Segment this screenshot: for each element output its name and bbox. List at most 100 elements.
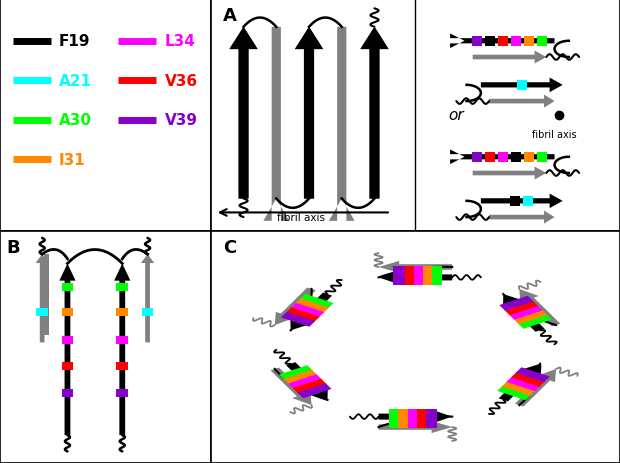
Polygon shape	[141, 255, 154, 343]
Polygon shape	[430, 267, 441, 285]
Polygon shape	[264, 28, 289, 221]
Polygon shape	[503, 294, 545, 332]
Polygon shape	[516, 368, 550, 382]
Bar	[485, 37, 495, 46]
Polygon shape	[507, 376, 541, 391]
Polygon shape	[60, 264, 76, 435]
Polygon shape	[417, 409, 428, 428]
Bar	[61, 308, 73, 317]
Polygon shape	[508, 305, 542, 320]
Polygon shape	[399, 409, 410, 428]
Bar	[117, 390, 128, 397]
Bar	[142, 308, 153, 317]
Bar	[61, 362, 73, 369]
Polygon shape	[407, 409, 419, 428]
Bar	[61, 336, 73, 344]
Bar	[117, 283, 128, 291]
Bar	[472, 37, 482, 46]
Bar	[498, 37, 508, 46]
Polygon shape	[421, 267, 432, 285]
Polygon shape	[290, 303, 324, 318]
Polygon shape	[472, 51, 546, 64]
Bar	[472, 153, 482, 163]
Bar	[511, 153, 521, 163]
Polygon shape	[360, 28, 389, 199]
Polygon shape	[288, 375, 322, 389]
Polygon shape	[472, 167, 546, 180]
Polygon shape	[379, 261, 452, 273]
Polygon shape	[294, 28, 324, 199]
Polygon shape	[499, 296, 533, 311]
Bar	[523, 197, 533, 206]
Polygon shape	[231, 28, 257, 199]
Polygon shape	[275, 288, 316, 325]
Polygon shape	[329, 28, 355, 221]
Polygon shape	[519, 289, 560, 327]
Polygon shape	[402, 267, 414, 285]
Text: I31: I31	[59, 152, 86, 167]
Polygon shape	[450, 34, 554, 49]
Polygon shape	[290, 293, 332, 331]
Text: or: or	[448, 108, 464, 123]
Polygon shape	[412, 267, 423, 285]
Polygon shape	[296, 28, 322, 199]
Bar	[61, 283, 73, 291]
Text: fibril axis: fibril axis	[277, 212, 325, 222]
Bar	[525, 37, 534, 46]
Text: B: B	[6, 238, 20, 257]
Polygon shape	[229, 28, 258, 199]
Polygon shape	[515, 369, 556, 407]
Polygon shape	[450, 150, 554, 165]
Polygon shape	[389, 409, 401, 428]
Polygon shape	[379, 410, 452, 424]
Polygon shape	[379, 421, 452, 433]
Bar	[117, 336, 128, 344]
Polygon shape	[114, 264, 130, 435]
Text: A: A	[223, 7, 237, 25]
Polygon shape	[35, 255, 49, 343]
Polygon shape	[498, 364, 541, 401]
Polygon shape	[293, 379, 327, 394]
Polygon shape	[518, 314, 552, 329]
Polygon shape	[298, 383, 332, 398]
Bar	[61, 390, 73, 397]
Bar	[117, 308, 128, 317]
Polygon shape	[497, 386, 531, 400]
Polygon shape	[283, 370, 317, 385]
Polygon shape	[511, 372, 545, 387]
Text: A30: A30	[59, 113, 92, 128]
Bar	[517, 81, 527, 90]
Polygon shape	[481, 194, 563, 209]
Bar	[525, 153, 534, 163]
Polygon shape	[286, 308, 320, 323]
Bar	[538, 153, 547, 163]
Text: L34: L34	[164, 34, 195, 49]
Text: fibril axis: fibril axis	[532, 130, 577, 140]
Polygon shape	[286, 363, 328, 400]
Polygon shape	[504, 300, 538, 315]
Polygon shape	[40, 255, 53, 336]
Text: F19: F19	[59, 34, 91, 49]
Polygon shape	[361, 28, 388, 199]
Polygon shape	[489, 211, 554, 224]
Polygon shape	[379, 271, 452, 285]
Bar	[117, 362, 128, 369]
Polygon shape	[279, 365, 313, 380]
Bar	[511, 37, 521, 46]
Polygon shape	[513, 310, 547, 325]
Polygon shape	[481, 78, 563, 93]
Text: V36: V36	[164, 74, 198, 88]
Text: V39: V39	[164, 113, 197, 128]
Polygon shape	[426, 409, 438, 428]
Polygon shape	[393, 267, 405, 285]
Bar	[538, 37, 547, 46]
Bar	[510, 197, 520, 206]
Text: C: C	[223, 238, 236, 257]
Polygon shape	[299, 294, 334, 309]
Polygon shape	[489, 95, 554, 108]
Polygon shape	[281, 312, 315, 327]
Polygon shape	[502, 381, 536, 396]
Text: A21: A21	[59, 74, 92, 88]
Bar	[498, 153, 508, 163]
Polygon shape	[295, 299, 329, 313]
